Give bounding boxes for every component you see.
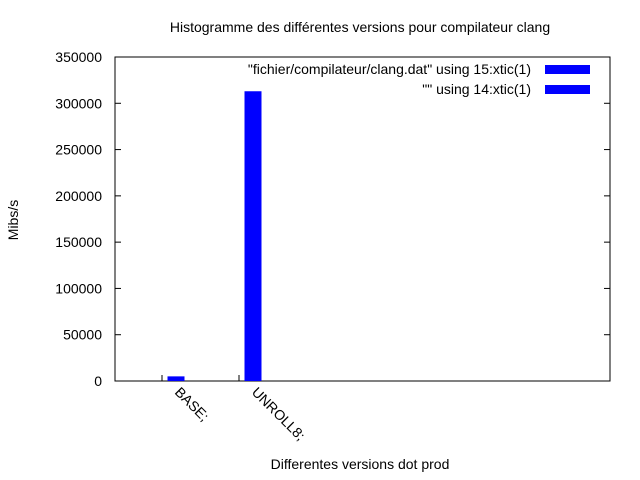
bar-1-2 xyxy=(244,91,262,381)
legend-label: "" using 14:xtic(1) xyxy=(422,81,531,97)
y-tick-label: 50000 xyxy=(63,327,102,343)
x-axis-label: Differentes versions dot prod xyxy=(271,456,450,472)
legend: "fichier/compilateur/clang.dat" using 15… xyxy=(248,61,590,97)
legend-swatch xyxy=(545,65,590,74)
bars xyxy=(167,91,262,381)
axes: 0 50000 100000 150000 200000 250000 300000 3500… xyxy=(55,49,611,444)
legend-swatch xyxy=(545,85,590,94)
y-tick-label: 300000 xyxy=(55,95,102,111)
chart-title: Histogramme des différentes versions pou… xyxy=(170,19,550,35)
y-tick-label: 0 xyxy=(94,373,102,389)
x-tick-label: UNROLL8; xyxy=(249,384,309,444)
y-tick-label: 200000 xyxy=(55,188,102,204)
y-axis-label: Mibs/s xyxy=(5,200,21,240)
legend-label: "fichier/compilateur/clang.dat" using 15… xyxy=(248,61,531,77)
bar-1-1 xyxy=(167,376,185,381)
y-tick-label: 250000 xyxy=(55,142,102,158)
x-tick-label: BASE; xyxy=(172,384,212,424)
y-tick-label: 350000 xyxy=(55,49,102,65)
y-tick-label: 100000 xyxy=(55,280,102,296)
y-tick-label: 150000 xyxy=(55,234,102,250)
plot-frame xyxy=(114,56,611,382)
